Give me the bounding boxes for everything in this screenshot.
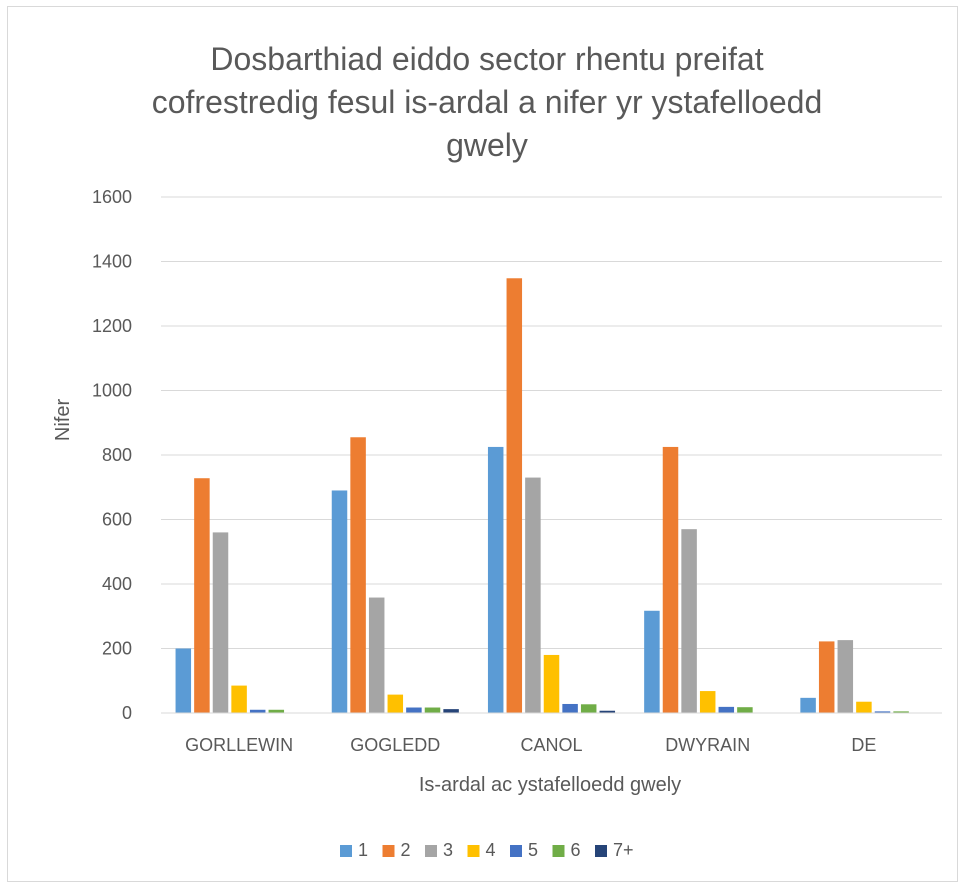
- x-tick-label: DE: [851, 735, 876, 755]
- legend-label: 3: [443, 840, 453, 860]
- bar-canol-3: [525, 477, 541, 713]
- chart-title-line-1: Dosbarthiad eiddo sector rhentu preifat: [210, 41, 763, 77]
- bar-de-5: [874, 711, 891, 713]
- gridlines: [161, 196, 942, 649]
- bar-gogledd-4: [387, 694, 404, 713]
- bar-dwyrain-6: [737, 707, 753, 713]
- legend-swatch: [340, 845, 352, 857]
- x-axis-title: Is-ardal ac ystafelloedd gwely: [419, 774, 681, 796]
- legend: 1 2 3 4 5 6 7+: [340, 840, 634, 860]
- y-tick-label: 1200: [92, 316, 132, 336]
- y-axis-tick-labels: 0 200 400 600 800 1000 1200 1400 1600: [92, 187, 132, 723]
- bar-dwyrain-5: [718, 706, 735, 713]
- bar-chart: Dosbarthiad eiddo sector rhentu preifat …: [52, 41, 942, 860]
- legend-label: 4: [486, 840, 496, 860]
- y-tick-label: 800: [102, 445, 132, 465]
- y-tick-label: 400: [102, 574, 132, 594]
- legend-swatch: [510, 845, 522, 857]
- chart-frame: Dosbarthiad eiddo sector rhentu preifat …: [7, 6, 958, 882]
- bar-gorllewin-1: [175, 648, 192, 713]
- bar-gogledd-2: [350, 437, 366, 713]
- legend-label: 7+: [613, 840, 634, 860]
- legend-label: 6: [571, 840, 581, 860]
- y-tick-label: 1600: [92, 187, 132, 207]
- bar-canol-1: [487, 446, 504, 713]
- x-axis-tick-labels: GORLLEWIN GOGLEDD CANOL DWYRAIN DE: [185, 735, 876, 755]
- legend-swatch: [467, 845, 480, 857]
- x-tick-label: GOGLEDD: [350, 735, 440, 755]
- bar-gorllewin-5: [249, 709, 266, 713]
- bar-de-3: [837, 640, 854, 713]
- y-tick-label: 1400: [92, 252, 132, 272]
- chart-title-line-2: cofrestredig fesul is-ardal a nifer yr y…: [152, 84, 823, 120]
- bar-canol-2: [506, 278, 523, 713]
- bar-gorllewin-2: [194, 478, 210, 713]
- y-tick-label: 0: [122, 703, 132, 723]
- bar-dwyrain-2: [662, 446, 679, 713]
- y-axis-title: Nifer: [52, 399, 74, 442]
- bar-canol-4: [543, 654, 560, 713]
- bars: [175, 278, 909, 713]
- bar-canol-6: [580, 704, 597, 713]
- legend-swatch: [595, 845, 607, 857]
- bar-gorllewin-3: [212, 532, 229, 713]
- bar-canol-7plus: [599, 710, 616, 713]
- bar-gogledd-1: [331, 490, 348, 713]
- chart-title: Dosbarthiad eiddo sector rhentu preifat …: [152, 41, 823, 163]
- y-tick-label: 200: [102, 639, 132, 659]
- bar-gogledd-6: [424, 707, 441, 713]
- x-tick-label: DWYRAIN: [665, 735, 750, 755]
- bar-dwyrain-4: [699, 691, 716, 713]
- x-tick-label: CANOL: [520, 735, 582, 755]
- legend-label: 2: [401, 840, 411, 860]
- bar-gogledd-7plus: [443, 709, 459, 713]
- bar-gogledd-3: [368, 597, 385, 713]
- y-tick-label: 1000: [92, 381, 132, 401]
- bar-gorllewin-6: [268, 709, 285, 713]
- bar-de-6: [893, 711, 909, 713]
- legend-swatch: [425, 845, 437, 857]
- bar-dwyrain-1: [644, 610, 660, 713]
- y-tick-label: 600: [102, 510, 132, 530]
- bar-de-1: [800, 697, 816, 713]
- legend-label: 5: [528, 840, 538, 860]
- bar-canol-5: [562, 703, 578, 713]
- bar-de-4: [856, 701, 872, 713]
- legend-swatch: [552, 845, 565, 857]
- bar-gorllewin-4: [231, 685, 247, 713]
- bar-gogledd-5: [406, 707, 422, 713]
- bar-de-2: [818, 641, 835, 713]
- legend-swatch: [382, 845, 395, 857]
- legend-label: 1: [358, 840, 368, 860]
- x-tick-label: GORLLEWIN: [185, 735, 293, 755]
- chart-title-line-3: gwely: [446, 127, 528, 163]
- bar-dwyrain-3: [681, 529, 697, 713]
